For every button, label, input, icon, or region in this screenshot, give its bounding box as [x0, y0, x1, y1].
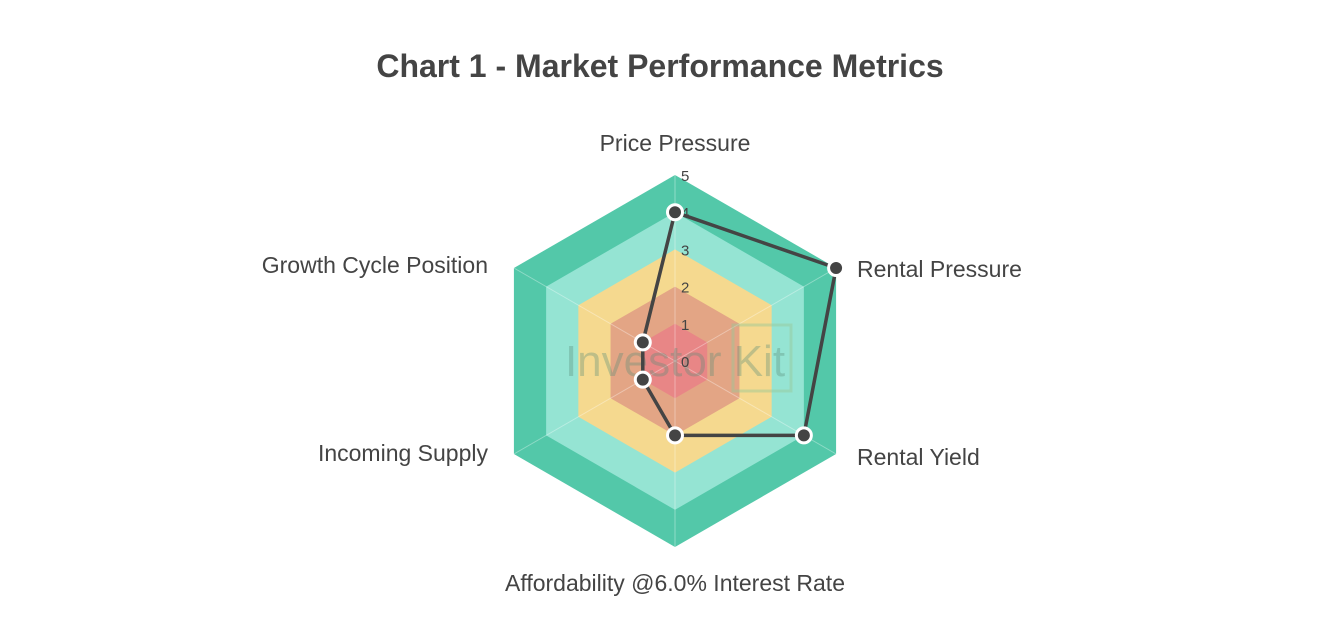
tick-label: 2 [681, 280, 689, 297]
tick-label: 5 [681, 168, 689, 185]
data-point [794, 426, 813, 445]
tick-label: 0 [681, 354, 689, 371]
tick-label: 4 [681, 205, 689, 222]
tick-label: 3 [681, 242, 689, 259]
axis-label: Incoming Supply [318, 440, 489, 466]
axis-label: Price Pressure [600, 130, 751, 156]
watermark-box [731, 323, 793, 393]
axis-label: Affordability @6.0% Interest Rate [505, 570, 845, 596]
watermark-logo: Investor Kit [565, 337, 785, 386]
axis-label: Growth Cycle Position [262, 252, 488, 278]
data-point [633, 333, 652, 352]
data-point [633, 370, 652, 389]
data-point [666, 426, 684, 445]
band-1 [642, 323, 708, 399]
spoke-line [674, 267, 837, 362]
axis-label: Rental Pressure [857, 256, 1022, 282]
chart-title: Chart 1 - Market Performance Metrics [376, 48, 944, 84]
data-point [666, 203, 684, 222]
axis-label: Rental Yield [857, 444, 980, 470]
data-point [827, 259, 846, 277]
tick-label: 1 [681, 317, 689, 334]
